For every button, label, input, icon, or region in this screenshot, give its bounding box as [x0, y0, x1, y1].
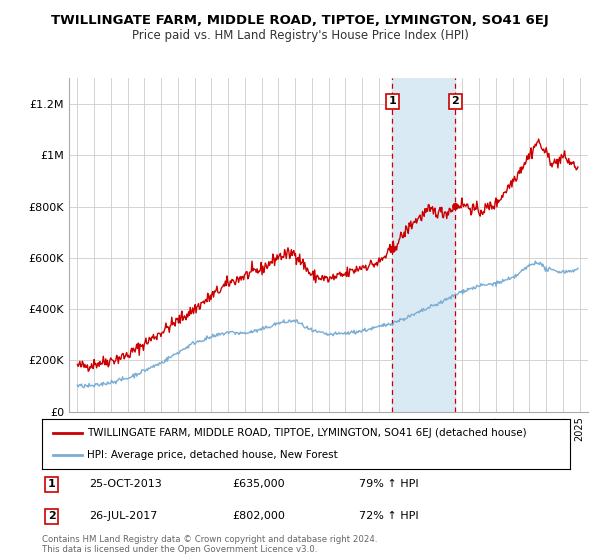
Text: 25-OCT-2013: 25-OCT-2013	[89, 479, 162, 489]
Text: TWILLINGATE FARM, MIDDLE ROAD, TIPTOE, LYMINGTON, SO41 6EJ: TWILLINGATE FARM, MIDDLE ROAD, TIPTOE, L…	[51, 14, 549, 27]
Text: 72% ↑ HPI: 72% ↑ HPI	[359, 511, 418, 521]
Text: 2: 2	[451, 96, 459, 106]
Text: 2: 2	[47, 511, 55, 521]
Text: Price paid vs. HM Land Registry's House Price Index (HPI): Price paid vs. HM Land Registry's House …	[131, 29, 469, 42]
Bar	[392, 78, 455, 412]
Text: £635,000: £635,000	[232, 479, 285, 489]
Text: 1: 1	[389, 96, 397, 106]
Text: HPI: Average price, detached house, New Forest: HPI: Average price, detached house, New …	[87, 450, 338, 460]
Text: 26-JUL-2017: 26-JUL-2017	[89, 511, 158, 521]
Text: TWILLINGATE FARM, MIDDLE ROAD, TIPTOE, LYMINGTON, SO41 6EJ (detached house): TWILLINGATE FARM, MIDDLE ROAD, TIPTOE, L…	[87, 428, 527, 438]
Text: 1: 1	[47, 479, 55, 489]
Text: 79% ↑ HPI: 79% ↑ HPI	[359, 479, 418, 489]
Text: £802,000: £802,000	[232, 511, 285, 521]
Text: Contains HM Land Registry data © Crown copyright and database right 2024.
This d: Contains HM Land Registry data © Crown c…	[42, 535, 377, 554]
